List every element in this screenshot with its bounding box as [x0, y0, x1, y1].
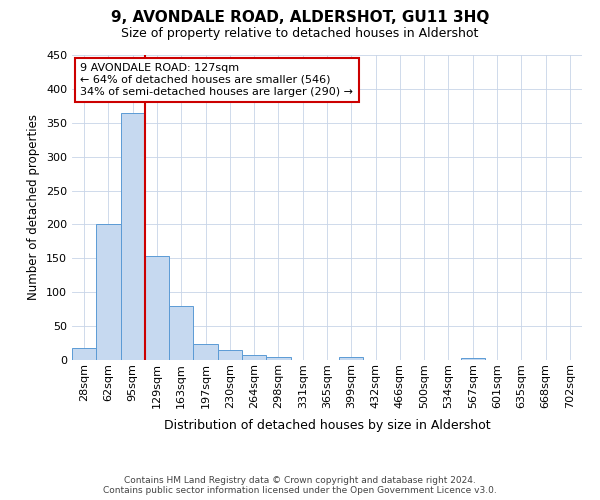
Bar [242, 354, 266, 360]
Bar [193, 344, 218, 360]
Bar [266, 356, 290, 360]
Bar [72, 348, 96, 360]
Bar [145, 256, 169, 360]
Bar [169, 306, 193, 360]
Text: 9, AVONDALE ROAD, ALDERSHOT, GU11 3HQ: 9, AVONDALE ROAD, ALDERSHOT, GU11 3HQ [111, 10, 489, 25]
Bar [218, 350, 242, 360]
Bar [461, 358, 485, 360]
Text: Size of property relative to detached houses in Aldershot: Size of property relative to detached ho… [121, 28, 479, 40]
Y-axis label: Number of detached properties: Number of detached properties [28, 114, 40, 300]
Bar [96, 224, 121, 360]
Bar [339, 358, 364, 360]
X-axis label: Distribution of detached houses by size in Aldershot: Distribution of detached houses by size … [164, 419, 490, 432]
Text: Contains HM Land Registry data © Crown copyright and database right 2024.
Contai: Contains HM Land Registry data © Crown c… [103, 476, 497, 495]
Bar [121, 112, 145, 360]
Text: 9 AVONDALE ROAD: 127sqm
← 64% of detached houses are smaller (546)
34% of semi-d: 9 AVONDALE ROAD: 127sqm ← 64% of detache… [80, 64, 353, 96]
